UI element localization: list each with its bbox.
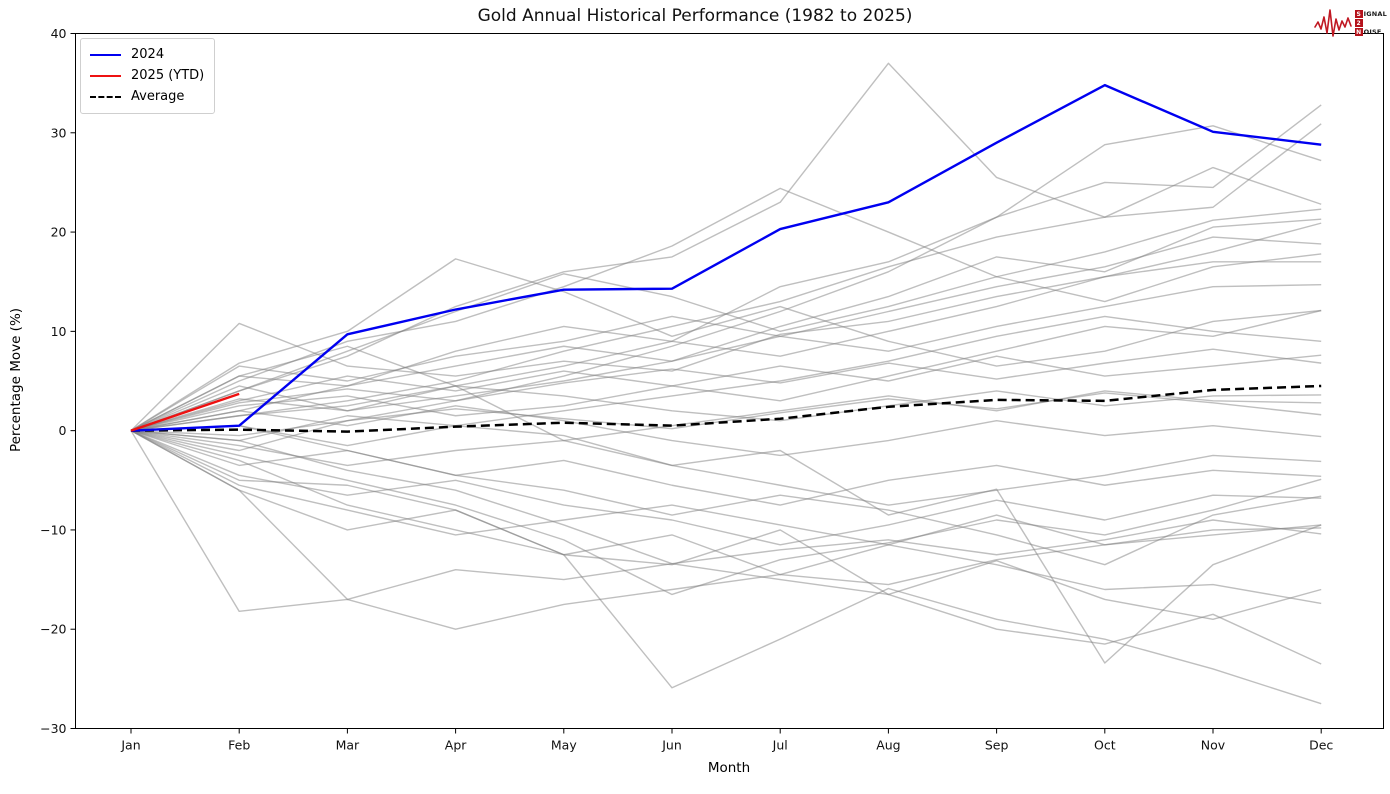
background-year-line [130, 261, 1322, 432]
logo-row-noise: N OISE [1354, 28, 1387, 37]
x-tick-label: Apr [445, 738, 467, 753]
background-year-line [130, 258, 1322, 432]
x-tick-label: Jun [661, 738, 682, 753]
logo-row-2: 2 [1354, 19, 1387, 28]
background-year-line [130, 424, 1322, 506]
logo-badge-2: 2 [1354, 19, 1363, 27]
x-tick-label: Nov [1201, 738, 1226, 753]
background-year-line [130, 429, 1322, 620]
y-axis-label: Percentage Move (%) [8, 307, 24, 453]
background-year-line [130, 429, 1322, 546]
y-tick-label: 20 [51, 225, 67, 240]
chart-title: Gold Annual Historical Performance (1982… [477, 6, 913, 26]
y-tick-label: 30 [51, 125, 67, 140]
background-year-line [130, 315, 1322, 442]
logo-rest-ignal: IGNAL [1363, 10, 1387, 18]
x-tick-label: May [551, 738, 577, 753]
legend-swatch-2024 [90, 53, 121, 56]
background-year-line [130, 392, 1322, 437]
background-year-line [130, 429, 1322, 566]
x-tick-label: Sep [985, 738, 1009, 753]
x-tick-label: Feb [228, 738, 250, 753]
background-year-line [130, 430, 1322, 546]
series-line-average [130, 384, 1322, 433]
x-tick-label: Jul [772, 738, 788, 753]
background-year-line [130, 309, 1322, 432]
background-year-line [130, 62, 1322, 432]
y-tick-label: −20 [40, 622, 66, 637]
legend-swatch-2025-ytd [90, 74, 121, 77]
series-line-2024 [130, 83, 1322, 432]
legend-label-2024: 2024 [131, 47, 165, 62]
x-tick-label: Aug [876, 738, 900, 753]
legend-entry-2024[interactable]: 2024 [90, 44, 204, 65]
legend: 2024 2025 (YTD) Average [80, 38, 216, 114]
y-tick-label: 0 [59, 423, 67, 438]
y-tick-label: −10 [40, 522, 66, 537]
background-year-line [130, 348, 1322, 432]
x-tick-label: Mar [336, 738, 360, 753]
background-year-line [130, 430, 1322, 630]
y-tick-label: −30 [40, 721, 66, 736]
x-tick-label: Oct [1094, 738, 1116, 753]
x-axis-label: Month [707, 760, 751, 776]
background-year-line [130, 222, 1322, 432]
logo-badge-n: N [1354, 28, 1363, 36]
background-year-line [130, 430, 1322, 665]
background-year-line [130, 218, 1322, 432]
legend-entry-2025-ytd[interactable]: 2025 (YTD) [90, 65, 204, 86]
background-year-line [130, 385, 1322, 432]
background-year-line [130, 429, 1322, 605]
background-year-line [130, 390, 1322, 467]
legend-swatch-average [90, 95, 121, 98]
axes-spines [75, 33, 1384, 729]
x-tick-label: Dec [1309, 738, 1333, 753]
series-line-2025-ytd- [130, 392, 240, 432]
background-year-line [130, 345, 1322, 664]
background-year-line [130, 187, 1322, 432]
x-tick-label: Jan [120, 738, 140, 753]
legend-entry-average[interactable]: Average [90, 86, 204, 107]
y-tick-label: 40 [51, 26, 67, 41]
signal2noise-logo: S IGNAL 2 N OISE [1313, 5, 1387, 41]
legend-label-average: Average [131, 89, 185, 104]
background-year-line [130, 429, 1322, 596]
logo-text: S IGNAL 2 N OISE [1354, 10, 1387, 37]
logo-row-signal: S IGNAL [1354, 10, 1387, 19]
background-year-line [130, 430, 1322, 705]
background-year-line [130, 253, 1322, 432]
background-year-line [130, 125, 1322, 452]
logo-badge-s: S [1354, 10, 1363, 18]
y-tick-label: 10 [51, 324, 67, 339]
ecg-waveform-icon [1313, 9, 1352, 37]
logo-rest-oise: OISE [1363, 28, 1382, 36]
legend-label-2025-ytd: 2025 (YTD) [131, 68, 205, 83]
background-year-line [130, 430, 1322, 601]
background-year-line [130, 236, 1322, 432]
background-year-line [130, 424, 1322, 506]
